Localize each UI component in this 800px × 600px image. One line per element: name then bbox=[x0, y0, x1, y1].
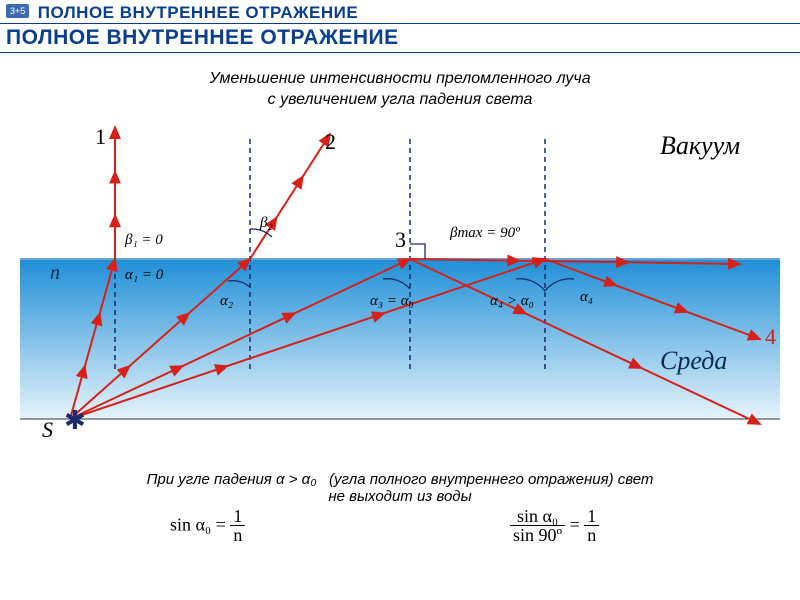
label-ray3: 3 bbox=[395, 227, 406, 252]
right-angle-3 bbox=[410, 244, 425, 259]
source-star-icon: ✱ bbox=[64, 405, 86, 435]
title-small: ПОЛНОЕ ВНУТРЕННЕЕ ОТРАЖЕНИЕ bbox=[38, 3, 358, 23]
refracted-ray-2 bbox=[250, 134, 330, 259]
label-betamax: βmax = 90º bbox=[449, 225, 520, 241]
label-ray4: 4 bbox=[765, 324, 776, 349]
formula1-num: 1 bbox=[230, 507, 245, 527]
formula2-num: sin α₀ bbox=[510, 507, 565, 527]
water-region bbox=[20, 259, 780, 419]
formula2-eq: = bbox=[570, 514, 580, 534]
label-alpha4: α₄ bbox=[580, 289, 593, 305]
label-vacuum: Вакуум bbox=[660, 131, 740, 160]
subtitle-line2: с увеличением угла падения света bbox=[268, 91, 533, 108]
badge-icon: 3+5 bbox=[6, 4, 29, 18]
subtitle: Уменьшение интенсивности преломленного л… bbox=[0, 69, 800, 111]
label-alpha2: α₂ bbox=[220, 293, 233, 309]
refraction-diagram: Вакуум Среда ✱ Sn 1 2 3 4 β₁ = 0 α₁ = 0 β₂ α₂ α₃ = α… bbox=[20, 119, 780, 459]
label-ray2: 2 bbox=[325, 129, 336, 154]
label-beta2: β₂ bbox=[259, 215, 273, 231]
header: 3+5 ПОЛНОЕ ВНУТРЕННЕЕ ОТРАЖЕНИЕ ПОЛНОЕ В… bbox=[0, 0, 800, 53]
formula2-rden: n bbox=[584, 526, 599, 545]
formula2-rnum: 1 bbox=[584, 507, 599, 527]
formula-2: sin α₀ sin 90º = 1 n bbox=[510, 507, 599, 546]
label-n: n bbox=[50, 262, 60, 284]
label-alpha1: α₁ = 0 bbox=[125, 267, 164, 283]
title-large: ПОЛНОЕ ВНУТРЕННЕЕ ОТРАЖЕНИЕ bbox=[6, 26, 399, 49]
formula-1: sin α₀ = 1 n bbox=[170, 507, 245, 546]
label-ray1: 1 bbox=[95, 124, 106, 149]
formula1-den: n bbox=[230, 526, 245, 545]
label-medium: Среда bbox=[660, 346, 727, 375]
diagram: Вакуум Среда ✱ Sn 1 2 3 4 β₁ = 0 α₁ = 0 β₂ α₂ α₃ = α… bbox=[20, 119, 780, 459]
label-source: S bbox=[42, 417, 53, 442]
formula2-den: sin 90º bbox=[510, 526, 565, 545]
subtitle-line1: Уменьшение интенсивности преломленного л… bbox=[209, 70, 590, 87]
label-alpha3: α₃ = α₀ bbox=[370, 293, 414, 309]
label-alpha4gt: α₄ > α₀ bbox=[490, 293, 534, 309]
formula1-lhs: sin α₀ = bbox=[170, 514, 226, 534]
footer-text: При угле падения α > α₀ (угла полного вн… bbox=[0, 471, 800, 505]
label-beta1: β₁ = 0 bbox=[124, 232, 163, 248]
